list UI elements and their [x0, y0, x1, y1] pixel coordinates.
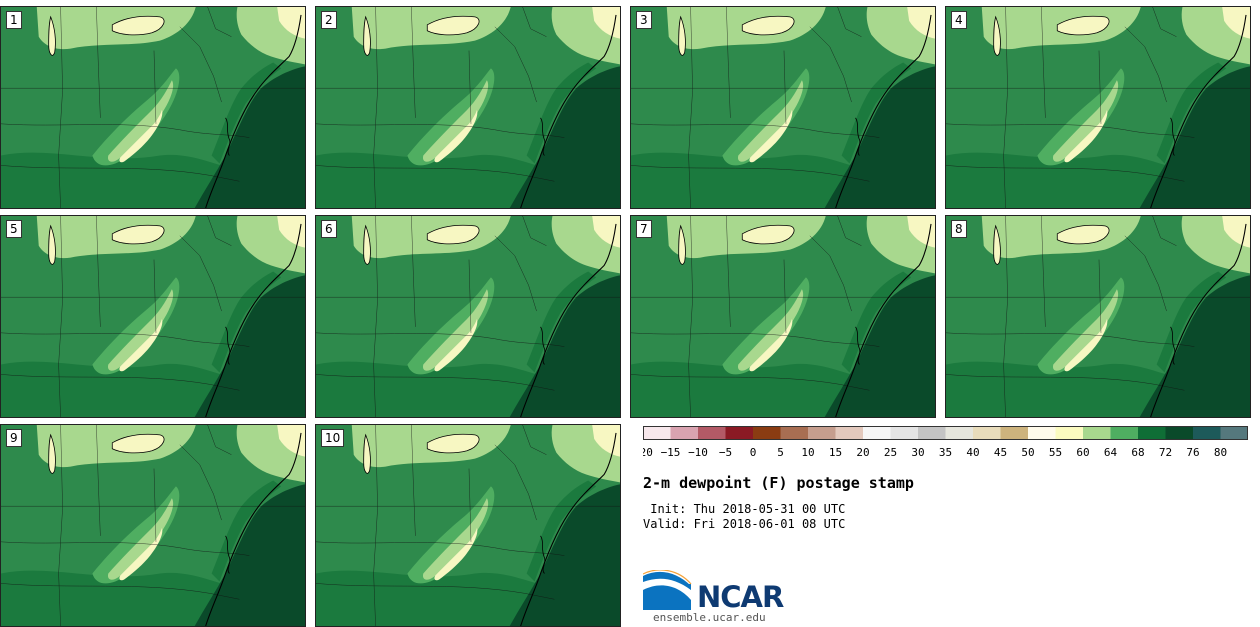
ncar-logo-icon: [643, 570, 692, 610]
plot-title: 2-m dewpoint (F) postage stamp: [643, 474, 914, 492]
dewpoint-map: [946, 7, 1250, 208]
member-panel: 7: [630, 215, 936, 418]
member-label: 10: [321, 429, 345, 447]
member-panel: 8: [945, 215, 1251, 418]
colorbar-swatch: [1000, 426, 1029, 440]
member-panel: 6: [315, 215, 621, 418]
member-panel: 1: [0, 6, 306, 209]
colorbar-swatch: [698, 426, 726, 440]
colorbar-swatch: [725, 426, 754, 440]
colorbar-swatch: [753, 426, 781, 440]
colorbar-tick-label: 30: [911, 446, 924, 459]
dewpoint-map: [1, 216, 305, 417]
valid-time: Valid: Fri 2018-06-01 08 UTC: [643, 517, 846, 531]
dewpoint-map: [316, 425, 620, 626]
colorbar-tick-label: 45: [994, 446, 1007, 459]
colorbar-swatch: [670, 426, 699, 440]
colorbar-tick-label: 15: [829, 446, 842, 459]
colorbar-tick-label: −20: [643, 446, 653, 459]
member-label: 2: [321, 11, 337, 29]
colorbar-tick-label: 25: [884, 446, 897, 459]
member-panel: 2: [315, 6, 621, 209]
member-label: 9: [6, 429, 22, 447]
init-time: Init: Thu 2018-05-31 00 UTC: [643, 502, 846, 516]
colorbar-swatch: [780, 426, 809, 440]
colorbar-swatch: [835, 426, 864, 440]
colorbar: −20 −15 −10 −5 0 5 10 15 20 25 30 35 40 45 50 55 60 64 68 7…: [643, 426, 1248, 459]
colorbar-tick-label: 0: [750, 446, 757, 459]
colorbar-tick-label: 35: [939, 446, 952, 459]
dewpoint-map: [631, 7, 935, 208]
colorbar-swatch: [890, 426, 919, 440]
dewpoint-map: [316, 216, 620, 417]
colorbar-tick-label: 80: [1214, 446, 1227, 459]
ncar-url: ensemble.ucar.edu: [653, 611, 766, 624]
colorbar-tick-label: 55: [1049, 446, 1062, 459]
colorbar-tick-label: −10: [688, 446, 708, 459]
colorbar-tick-label: −5: [719, 446, 732, 459]
dewpoint-map: [946, 216, 1250, 417]
member-panel: 10: [315, 424, 621, 627]
colorbar-tick-label: 64: [1104, 446, 1118, 459]
colorbar-tick-label: 20: [856, 446, 869, 459]
colorbar-swatch: [1165, 426, 1194, 440]
colorbar-swatch: [1110, 426, 1139, 440]
member-label: 7: [636, 220, 652, 238]
colorbar-tick-label: 72: [1159, 446, 1172, 459]
colorbar-swatch: [1220, 426, 1248, 440]
dewpoint-map: [1, 7, 305, 208]
member-panel: 5: [0, 215, 306, 418]
colorbar-tick-label: 10: [801, 446, 814, 459]
member-panel: 3: [630, 6, 936, 209]
colorbar-swatch: [1028, 426, 1056, 440]
member-label: 5: [6, 220, 22, 238]
colorbar-swatch: [918, 426, 946, 440]
member-label: 3: [636, 11, 652, 29]
ncar-wordmark: NCAR: [697, 580, 784, 614]
member-label: 6: [321, 220, 337, 238]
member-label: 4: [951, 11, 967, 29]
ncar-logo: NCAR ensemble.ucar.edu: [643, 570, 803, 625]
dewpoint-map: [1, 425, 305, 626]
colorbar-tick-label: 50: [1021, 446, 1034, 459]
colorbar-tick-label: 5: [777, 446, 784, 459]
dewpoint-map: [316, 7, 620, 208]
colorbar-swatch: [1083, 426, 1111, 440]
colorbar-tick-label: −15: [661, 446, 681, 459]
colorbar-tick-label: 76: [1186, 446, 1199, 459]
colorbar-swatch: [945, 426, 974, 440]
colorbar-swatch: [643, 426, 671, 440]
colorbar-tick-label: 60: [1076, 446, 1089, 459]
colorbar-swatch: [863, 426, 891, 440]
colorbar-tick-label: 40: [966, 446, 979, 459]
member-label: 8: [951, 220, 967, 238]
colorbar-tick-label: 68: [1131, 446, 1144, 459]
member-panel: 9: [0, 424, 306, 627]
dewpoint-map: [631, 216, 935, 417]
member-label: 1: [6, 11, 22, 29]
colorbar-swatch: [1138, 426, 1166, 440]
colorbar-swatch: [1055, 426, 1084, 440]
colorbar-swatch: [1193, 426, 1221, 440]
colorbar-swatch: [808, 426, 836, 440]
colorbar-swatch: [973, 426, 1001, 440]
member-panel: 4: [945, 6, 1251, 209]
